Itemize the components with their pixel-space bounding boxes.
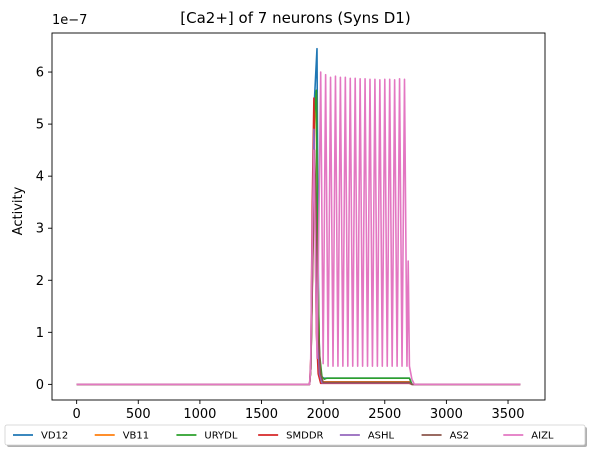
series-line-vd12 (76, 47, 521, 386)
series-line-urydl (76, 89, 521, 386)
x-tick-label: 1000 (183, 407, 216, 422)
plot-frame (51, 32, 546, 401)
x-tick-label: 2500 (368, 407, 401, 422)
legend: VD12 VB11 URYDL SMDDR ASHL AS2 AIZL (4, 424, 587, 447)
series-line-aizl (76, 71, 521, 386)
legend-label-vb11: VB11 (123, 431, 149, 442)
axes: 0 500 1000 1500 2000 2500 3000 3500 0 1 2 3 4 5 6 (36, 32, 546, 422)
y-tick-label: 2 (36, 274, 44, 289)
y-tick-label: 5 (36, 118, 44, 133)
y-tick-label: 6 (36, 66, 44, 81)
y-tick-label: 4 (36, 170, 44, 185)
x-tick-label: 2000 (307, 407, 340, 422)
x-tick-label: 3000 (430, 407, 463, 422)
x-tick-label: 0 (73, 407, 81, 422)
legend-box (4, 424, 586, 446)
y-tick-label: 3 (36, 222, 44, 237)
legend-label-smddr: SMDDR (286, 431, 323, 442)
series-line-ashl (76, 128, 521, 386)
y-tick-label: 0 (36, 378, 44, 393)
legend-label-vd12: VD12 (41, 431, 68, 442)
legend-label-urydl: URYDL (204, 431, 237, 442)
y-tick-label: 1 (36, 326, 44, 341)
x-tick-label: 1500 (245, 407, 278, 422)
series-line-vb11 (76, 92, 521, 386)
legend-label-ashl: ASHL (368, 431, 395, 442)
y-axis-label: Activity (11, 186, 26, 235)
x-tick-label: 500 (126, 407, 151, 422)
y-axis-scale-label: 1e−7 (52, 13, 87, 28)
legend-label-aizl: AIZL (531, 431, 554, 442)
x-tick-label: 3500 (491, 407, 524, 422)
legend-label-as2: AS2 (450, 431, 470, 442)
series-line-as2 (76, 149, 521, 386)
series-line-smddr (76, 97, 521, 386)
chart-title: [Ca2+] of 7 neurons (Syns D1) (180, 9, 410, 27)
plot-area (76, 47, 521, 386)
